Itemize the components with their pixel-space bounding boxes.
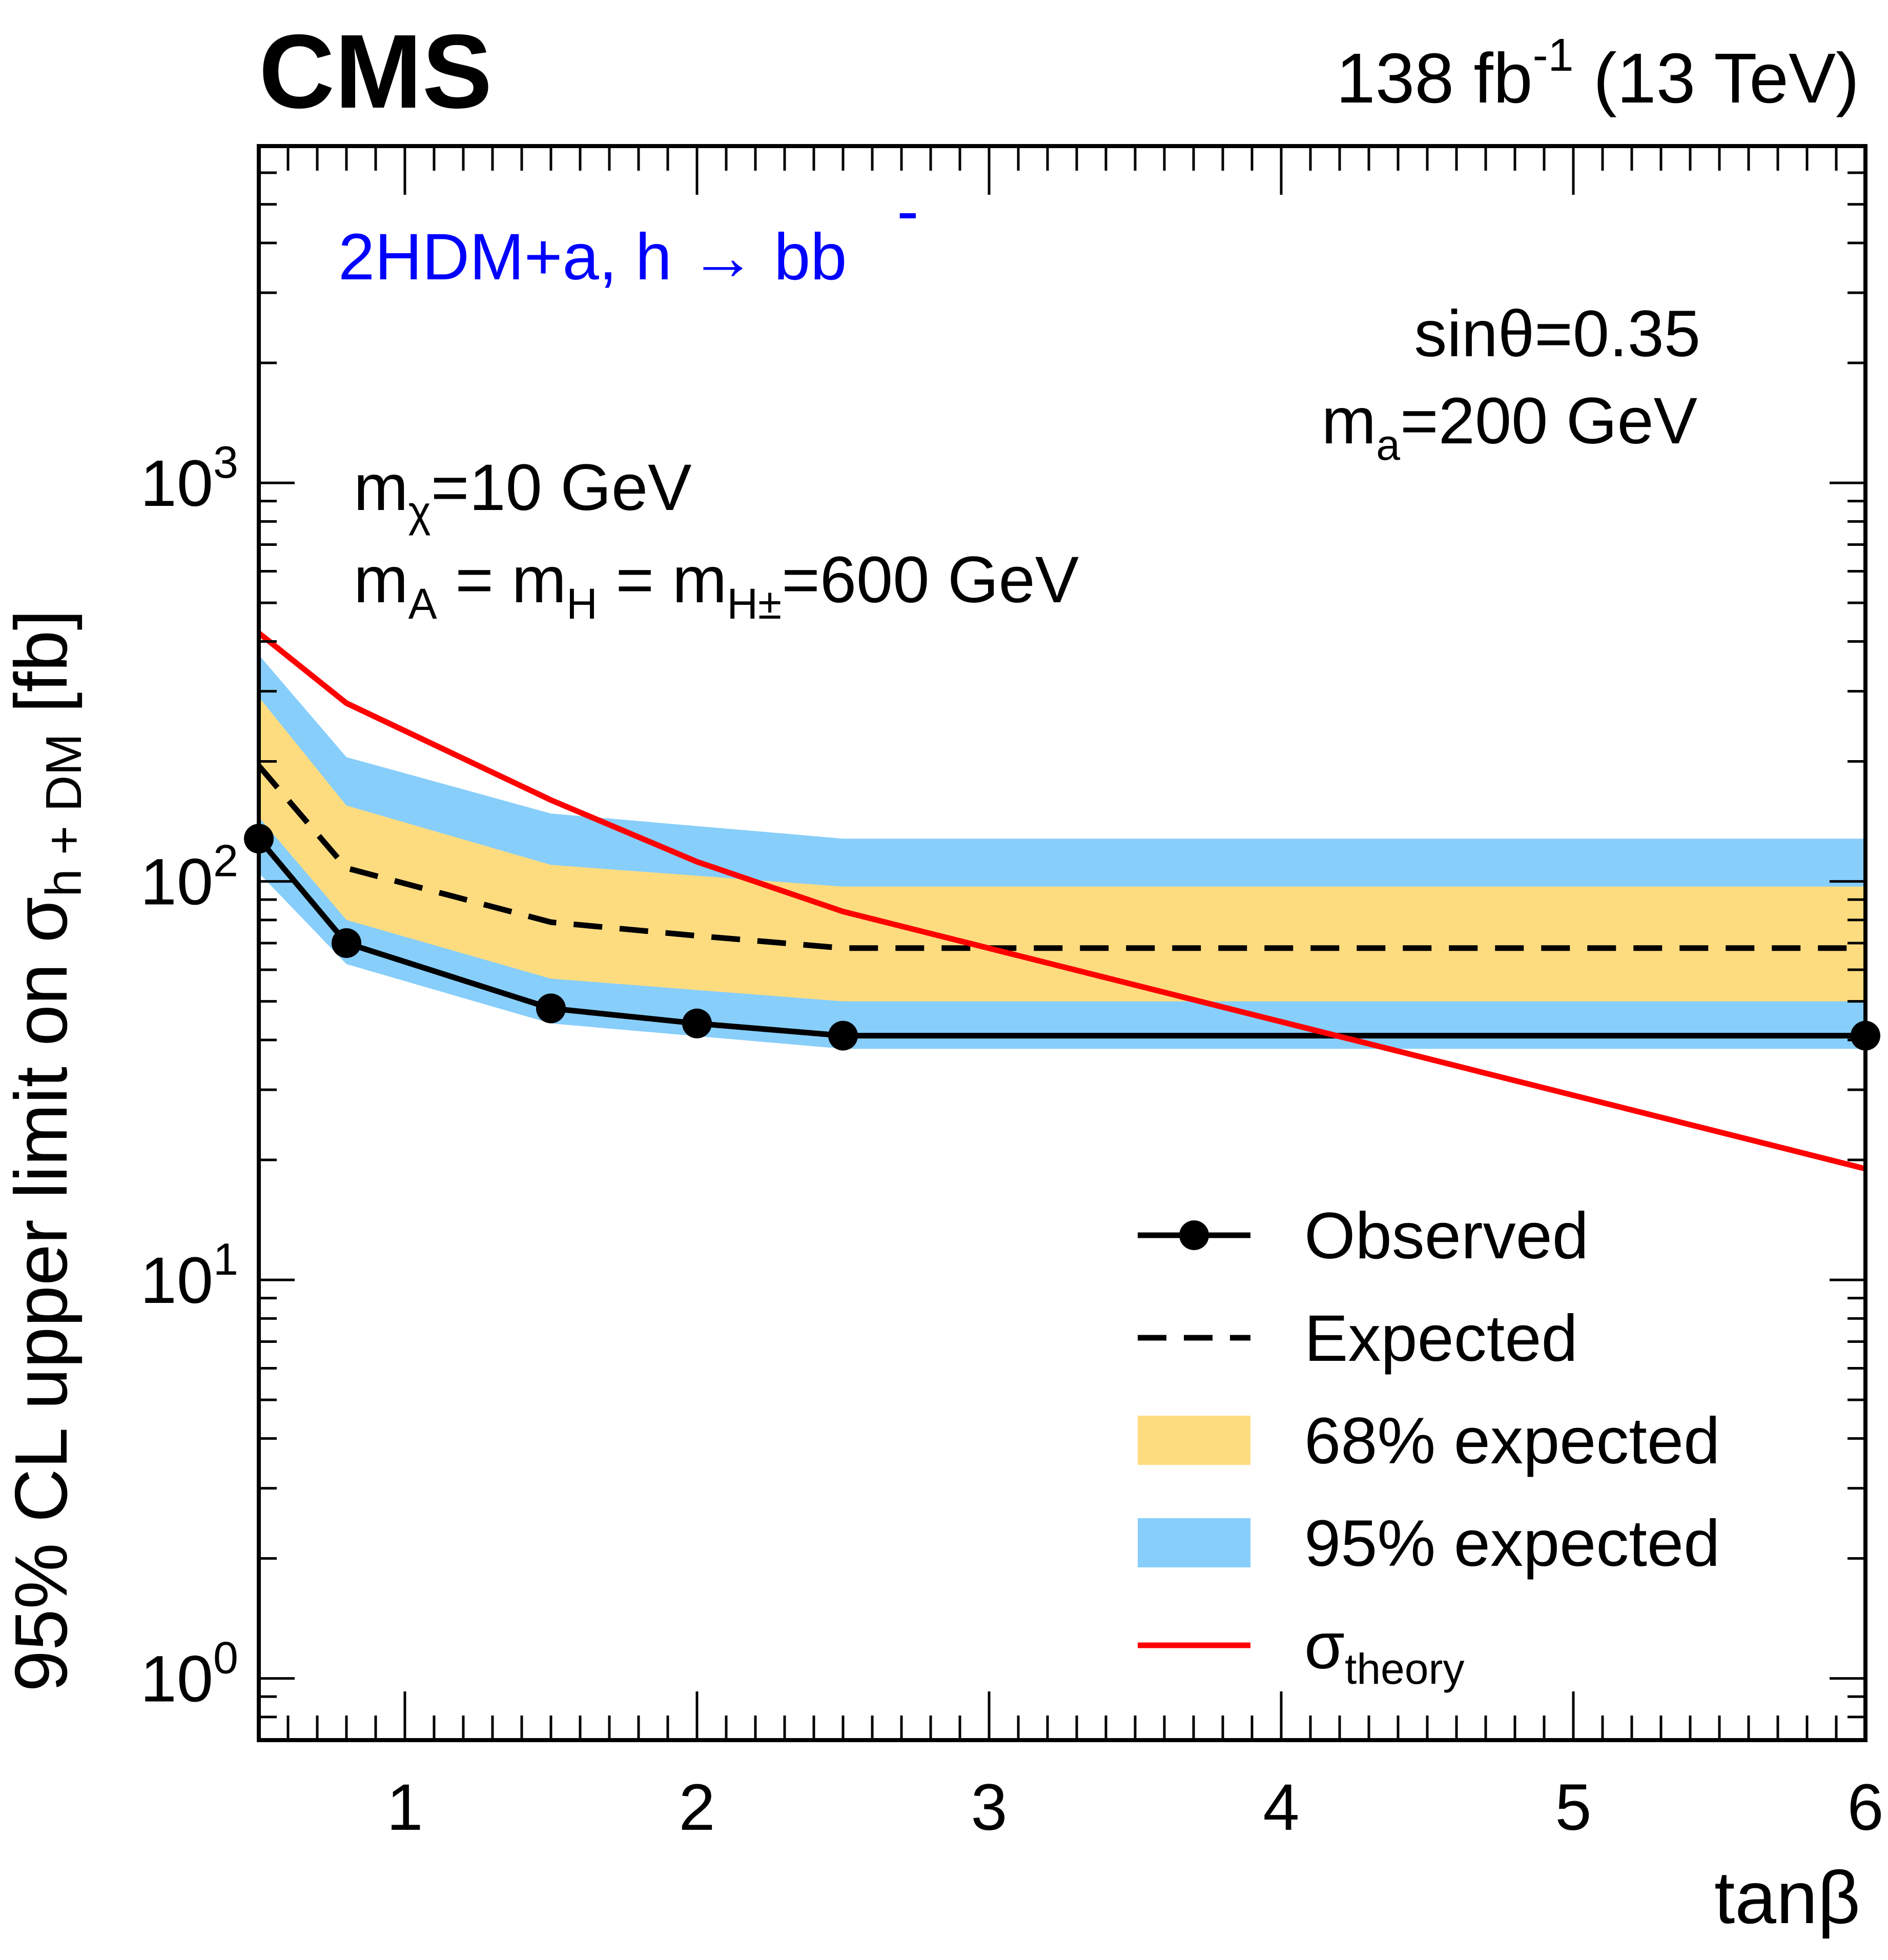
band-68-expected: [259, 697, 1865, 1002]
observed-point: [828, 1020, 858, 1051]
x-tick-label: 5: [1555, 1771, 1591, 1844]
observed-point: [332, 928, 361, 958]
observed-point: [682, 1008, 712, 1038]
ticks-layer: 1 2 3 4 5 6 100 101 102 103: [140, 145, 1884, 1844]
y-axis-title: 95% CL upper limit on σh + DM [fb]: [0, 609, 92, 1691]
legend-band68-swatch: [1138, 1416, 1250, 1465]
x-tick-label: 3: [971, 1771, 1007, 1844]
x-tick-label: 6: [1847, 1771, 1883, 1844]
legend-band95-label: 95% expected: [1304, 1507, 1720, 1580]
observed-point: [536, 993, 566, 1024]
y-tick-label: 103: [140, 437, 238, 520]
model-bar-accent: -: [897, 174, 919, 248]
x-axis-title: tanβ: [1714, 1856, 1860, 1939]
lines-layer: [244, 630, 1880, 1172]
plot-frame: [257, 144, 1868, 1742]
x-tick-label: 4: [1263, 1771, 1299, 1844]
x-tick-label: 1: [386, 1771, 423, 1844]
mass-relation-label: mA = mH = mH±=600 GeV: [354, 543, 1079, 628]
legend-expected-label: Expected: [1304, 1302, 1578, 1375]
legend-band95-swatch: [1138, 1518, 1250, 1567]
legend-theory-label: σtheory: [1304, 1609, 1464, 1693]
mchi-label: mχ=10 GeV: [354, 451, 692, 536]
sin-theta-label: sinθ=0.35: [1414, 297, 1700, 371]
y-tick-label: 100: [140, 1632, 238, 1716]
luminosity-label: 138 fb-1 (13 TeV): [1336, 30, 1859, 118]
legend-observed-marker: [1179, 1220, 1209, 1250]
y-tick-label: 102: [140, 835, 238, 919]
expected-line: [256, 764, 1865, 951]
x-tick-label: 2: [679, 1771, 715, 1844]
experiment-label: CMS: [259, 13, 492, 130]
theory-line: [257, 630, 1866, 1172]
observed-line: [256, 836, 1865, 1039]
legend-observed-label: Observed: [1304, 1199, 1589, 1273]
legend: Observed Expected 68% expected 95% expec…: [1138, 1199, 1720, 1693]
y-tick-label: 101: [140, 1234, 238, 1317]
ma-label: ma=200 GeV: [1322, 384, 1697, 469]
legend-band68-label: 68% expected: [1304, 1404, 1720, 1478]
model-label: 2HDM+a, h → bb: [338, 220, 847, 294]
